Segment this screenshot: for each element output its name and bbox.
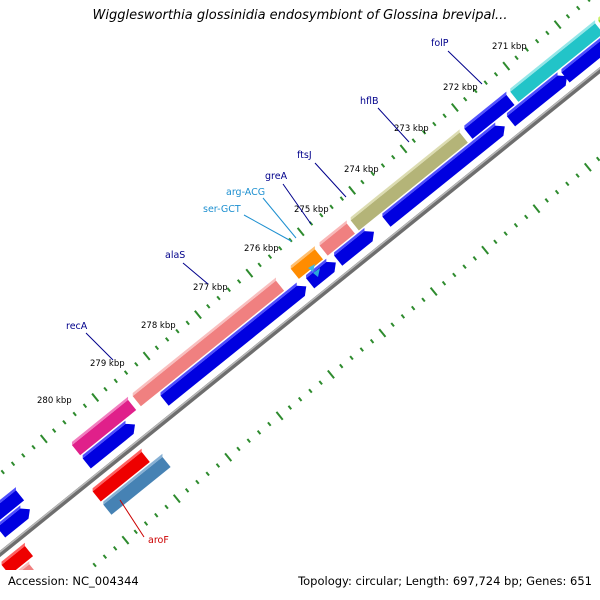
callout-line [377,107,410,143]
feature-pink-ftsJ [319,223,355,256]
topology-info: Topology: circular; Length: 697,724 bp; … [298,574,592,588]
trna-arrow-ser [313,268,320,277]
cds-6 [160,285,307,406]
accession-info: Accession: NC_004344 [8,574,139,588]
forward-strand-features [71,16,600,456]
feature-salmon-alaS [132,280,285,407]
feature-red-1 [92,451,150,502]
inner-tick-row [92,156,600,568]
cds-5 [306,261,336,289]
accession-label: Accession: [8,574,69,588]
callout-line [282,183,312,225]
map-title: Wigglesworthia glossinidia endosymbiont … [92,8,508,23]
scale-label: 271 kbp [492,42,527,52]
gene-callout-lines [85,50,483,538]
callout-line [119,499,145,538]
scale-label: 279 kbp [90,359,125,369]
cds-4 [334,231,374,266]
cds-8 [0,508,30,538]
gene-label-alaS: alaS [165,250,185,261]
gene-label-recA: recA [66,321,88,332]
callout-line [314,162,347,198]
feature-red-2 [1,546,34,570]
gene-label-ftsJ: ftsJ [297,150,312,161]
feature-salmon-2 [22,564,34,570]
callout-line [85,332,114,361]
gene-label-folP: folP [431,38,449,49]
genome-backbone [0,66,600,558]
reverse-strand-features [1,448,171,570]
feature-magenta-recA [71,399,137,456]
cds-3 [382,125,505,227]
callout-line [243,214,292,242]
cds-9 [0,490,25,520]
outer-tick-row [0,0,591,475]
gene-label-greA: greA [265,171,288,182]
scale-labels: 271 kbp 272 kbp 273 kbp 274 kbp 275 kbp 276 k… [37,42,527,406]
feature-orange-greA [290,249,324,279]
cds-7 [82,423,135,469]
callout-line [262,197,297,239]
cds-features [0,38,600,538]
scale-label: 273 kbp [394,124,429,134]
accession-value: NC_004344 [72,574,139,588]
trna-arrows [308,264,320,277]
gene-label-aroF: aroF [148,535,169,546]
gene-label-ser-GCT: ser-GCT [203,204,241,215]
scale-label: 274 kbp [344,165,379,175]
scale-label: 272 kbp [443,83,478,93]
feature-blue-folP [464,94,515,139]
feature-cyan [510,23,600,102]
trna-arrow-arg [308,264,315,272]
callout-line [182,262,209,285]
gene-label-hflB: hflB [360,96,379,107]
scale-label: 276 kbp [244,244,279,254]
callout-line [447,50,483,85]
cds-1 [561,41,600,83]
scale-label: 275 kbp [294,205,329,215]
scale-label: 277 kbp [193,283,228,293]
scale-label: 280 kbp [37,396,72,406]
gene-label-arg-ACG: arg-ACG [226,187,265,198]
cds-2 [506,75,568,127]
scale-label: 278 kbp [141,321,176,331]
feature-olive-hflB [350,132,468,231]
